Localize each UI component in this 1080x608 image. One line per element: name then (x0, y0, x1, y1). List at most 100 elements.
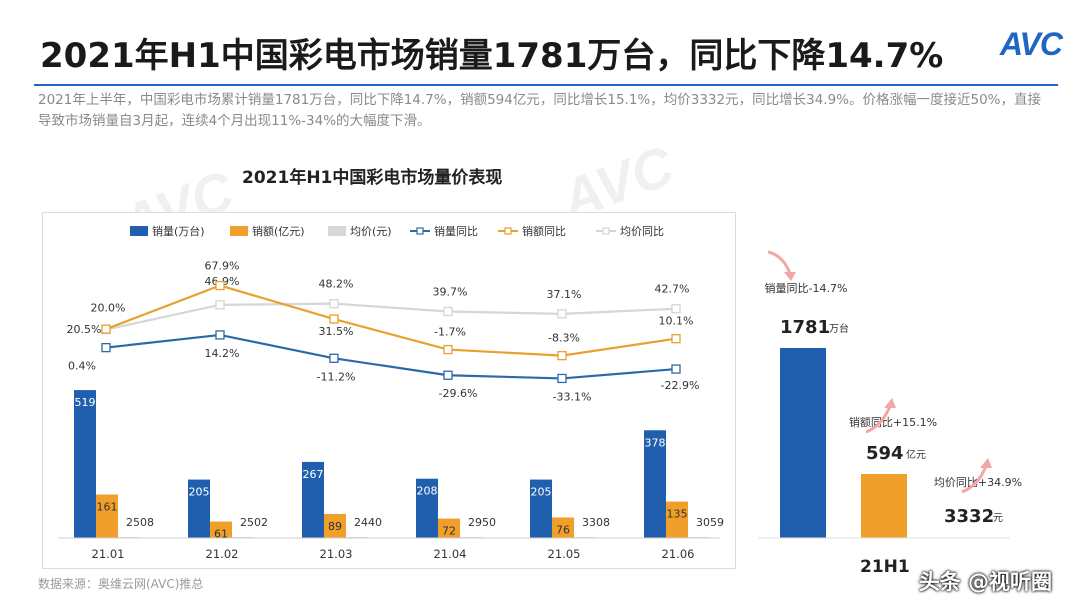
summary-category-label: 21H1 (860, 557, 910, 577)
x-tick-label: 21.01 (92, 547, 125, 561)
summary-unit: 万台 (829, 322, 849, 335)
line-point (101, 324, 111, 334)
line-point (443, 370, 453, 380)
bar-volume (644, 430, 666, 538)
line-point-label: 0.4% (68, 360, 96, 373)
line-point-label: 20.5% (67, 323, 102, 336)
bar-price-label: 2508 (126, 516, 154, 529)
summary-bar (780, 348, 826, 538)
bar-revenue (324, 513, 346, 538)
series-line (105, 302, 677, 331)
legend-label: 销量同比 (434, 224, 478, 238)
line-point-label: -29.6% (439, 387, 478, 400)
summary-text: 2021年上半年，中国彩电市场累计销量1781万台，同比下降14.7%，销额59… (38, 92, 1041, 129)
line-point (557, 309, 567, 319)
line-layer: 20.0%46.9%48.2%39.7%37.1%42.7%20.5%67.9%… (67, 260, 700, 404)
bar-volume (74, 390, 96, 538)
x-tick-label: 21.03 (320, 547, 353, 561)
legend-label: 均价同比 (620, 225, 664, 238)
summary-value: 594 (866, 443, 904, 464)
line-point (101, 342, 111, 353)
legend-swatch (130, 226, 148, 236)
summary-unit: 元 (993, 513, 1003, 524)
line-point (671, 364, 681, 374)
x-tick-label: 21.02 (206, 547, 239, 561)
line-point (215, 300, 225, 310)
line-point-label: 48.2% (319, 278, 354, 291)
summary-value: 3332 (944, 506, 994, 527)
bar-volume (530, 479, 552, 538)
bar-volume-label: 267 (303, 468, 324, 481)
summary-yoy-label: 销量同比-14.7% (765, 281, 848, 295)
bar-revenue-label: 135 (667, 508, 688, 521)
line-point-label: 14.2% (205, 347, 240, 360)
bar-revenue (666, 501, 688, 538)
line-point (329, 314, 339, 324)
line-point (443, 306, 453, 317)
legend-swatch (328, 226, 346, 236)
legend-marker (416, 227, 424, 235)
data-source: 数据来源：奥维云网(AVC)推总 (38, 577, 204, 591)
bar-volume-label: 519 (75, 396, 96, 409)
bar-revenue-label: 76 (556, 523, 570, 536)
bar-revenue-label: 61 (214, 528, 228, 541)
x-tick-label: 21.06 (662, 547, 695, 561)
summary-bar (861, 474, 907, 538)
line-point-label: 67.9% (205, 260, 240, 273)
line-point-label: 39.7% (433, 285, 468, 298)
line-point (557, 373, 567, 384)
line-point (443, 344, 453, 355)
line-point-label: 31.5% (319, 325, 354, 338)
footer-watermark-tag: 头条 @视听圈 (918, 570, 1052, 594)
page-title: 2021年H1中国彩电市场销量1781万台，同比下降14.7% (40, 36, 944, 76)
bar-revenue (438, 518, 460, 538)
legend-marker (602, 227, 610, 235)
chart-panel (42, 212, 736, 569)
bar-revenue-label: 72 (442, 525, 456, 538)
bar-revenue (210, 521, 232, 538)
trend-up-arrowhead (980, 458, 992, 468)
bar-volume-label: 208 (417, 485, 438, 498)
trend-down-arrowhead (784, 272, 796, 281)
line-point-label: -22.9% (661, 379, 700, 392)
x-axis: 21.01 21.02 21.03 21.04 21.05 21.06 (58, 537, 720, 561)
bar-price-label: 2440 (354, 516, 382, 529)
legend-label: 均价(元) (350, 225, 392, 238)
line-point (671, 334, 681, 344)
line-point-label: 10.1% (659, 315, 694, 328)
line-point (671, 304, 681, 314)
line-point-label: 37.1% (547, 288, 582, 301)
line-point-label: -33.1% (553, 390, 592, 403)
line-point (215, 280, 225, 291)
summary-value: 1781 (780, 317, 830, 338)
bar-price-label: 3059 (696, 516, 724, 529)
chart-title: 2021年H1中国彩电市场量价表现 (242, 168, 503, 188)
bar-price-label: 2502 (240, 516, 268, 529)
series-line (105, 284, 677, 357)
legend-label: 销额(亿元) (252, 224, 305, 238)
bar-volume-label: 205 (531, 486, 552, 499)
line-point-label: -11.2% (317, 370, 356, 383)
line-point (329, 353, 339, 363)
x-tick-label: 21.05 (548, 547, 581, 561)
x-tick-label: 21.04 (434, 547, 467, 561)
trend-down-arrow (767, 250, 792, 275)
title-divider (34, 84, 1058, 86)
bar-volume-label: 378 (645, 436, 666, 449)
line-point-label: 20.0% (91, 302, 126, 315)
trend-up-arrowhead (884, 398, 896, 408)
line-point-label: -8.3% (548, 332, 580, 345)
bar-revenue (552, 517, 574, 538)
legend-swatch (230, 226, 248, 236)
line-point (215, 330, 225, 340)
bar-price-label: 3308 (582, 516, 610, 529)
bar-revenue (96, 494, 118, 538)
trend-up-arrow (865, 405, 892, 434)
legend-marker (504, 227, 512, 235)
line-point (557, 350, 567, 361)
legend-label: 销额同比 (522, 224, 566, 238)
chart-legend: 销量(万台) 销额(亿元) 均价(元) 销量同比 销额同比 均价同比 (130, 224, 664, 238)
avc-logo: AVC (999, 26, 1063, 62)
